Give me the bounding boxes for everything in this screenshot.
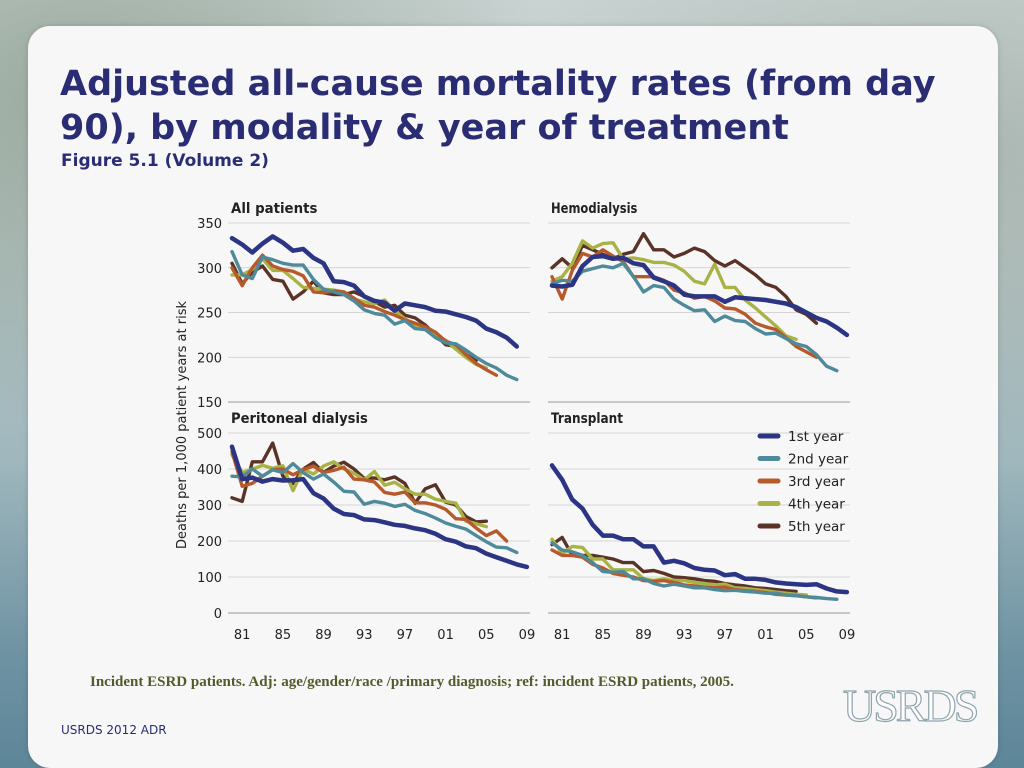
legend-item-2nd-year: 2nd year [757, 452, 849, 468]
x-tick-label: 01 [437, 628, 454, 643]
legend-item-1st-year: 1st year [757, 429, 844, 445]
x-tick-label: 09 [519, 628, 536, 643]
y-tick-label: 300 [197, 499, 222, 514]
panel-transplant: Transplant 81 85 89 93 97 01 05 09 1st year 2nd ye… [548, 411, 855, 643]
series-line-5th-year [550, 535, 798, 594]
panel-title: Transplant [551, 411, 623, 427]
series-line-2nd-year [550, 541, 839, 601]
series-line-1st-year [549, 463, 850, 595]
slide-card [28, 26, 998, 768]
chart-caption: Incident ESRD patients. Adj: age/gender/… [90, 674, 734, 690]
y-tick-label: 150 [197, 396, 222, 411]
x-tick-label: 89 [315, 628, 332, 643]
y-tick-label: 200 [197, 535, 222, 550]
legend-item-5th-year: 5th year [757, 519, 845, 535]
x-tick-label: 05 [798, 628, 815, 643]
series-line-2nd-year [230, 249, 519, 382]
x-tick-label: 09 [839, 628, 856, 643]
series-line-4th-year [550, 239, 798, 342]
legend-item-3rd-year: 3rd year [757, 474, 845, 490]
footer-source: USRDS 2012 ADR [61, 723, 167, 737]
x-tick-label: 85 [275, 628, 292, 643]
panel-title: All patients [231, 201, 317, 217]
x-tick-label: 93 [356, 628, 373, 643]
legend-label: 5th year [788, 519, 845, 535]
slide-title: Adjusted all-cause mortality rates (from… [60, 64, 936, 148]
series-line-1st-year [229, 444, 530, 570]
x-tick-label: 01 [757, 628, 774, 643]
x-tick-label: 81 [234, 628, 251, 643]
series-line-3rd-year [230, 450, 509, 543]
y-tick-label: 200 [197, 351, 222, 366]
y-tick-label: 250 [197, 307, 222, 322]
figure-subtitle: Figure 5.1 (Volume 2) [61, 151, 269, 171]
panel-hemodialysis: Hemodialysis [548, 201, 850, 403]
panel-title: Hemodialysis [551, 201, 637, 217]
y-tick-label: 300 [197, 262, 222, 277]
legend-label: 1st year [788, 429, 844, 445]
legend-label: 2nd year [788, 452, 849, 468]
x-tick-label: 93 [676, 628, 693, 643]
x-tick-label: 89 [635, 628, 652, 643]
y-axis-label: Deaths per 1,000 patient years at risk [175, 301, 190, 550]
series-line-5th-year [230, 441, 488, 524]
panel-title: Peritoneal dialysis [231, 411, 368, 427]
x-tick-label: 85 [595, 628, 612, 643]
y-tick-label: 0 [214, 607, 222, 622]
x-tick-label: 05 [478, 628, 495, 643]
usrds-logo: USRDS [842, 679, 980, 731]
panel-all-patients: 150 200 250 300 350 All patients [197, 201, 530, 411]
y-tick-label: 100 [197, 571, 222, 586]
y-tick-label: 400 [197, 463, 222, 478]
series-line-5th-year [550, 232, 819, 325]
y-tick-label: 500 [197, 427, 222, 442]
x-tick-label: 97 [717, 628, 734, 643]
series-line-4th-year [550, 537, 808, 597]
x-tick-label: 97 [397, 628, 414, 643]
legend-item-4th-year: 4th year [757, 497, 845, 513]
y-tick-label: 350 [197, 217, 222, 232]
panel-peritoneal-dialysis: 0 100 200 300 400 500 Peritoneal dialysis 81 85 8… [197, 411, 535, 643]
legend-label: 3rd year [788, 474, 845, 490]
legend-label: 4th year [788, 497, 845, 513]
series-line-1st-year [229, 234, 520, 349]
mortality-chart: 150 200 250 300 350 All patients Hemodialysis 0… [175, 201, 855, 643]
series-line-2nd-year [230, 461, 519, 555]
x-tick-label: 81 [554, 628, 571, 643]
series-line-1st-year [549, 253, 850, 338]
series-line-2nd-year [550, 261, 839, 373]
